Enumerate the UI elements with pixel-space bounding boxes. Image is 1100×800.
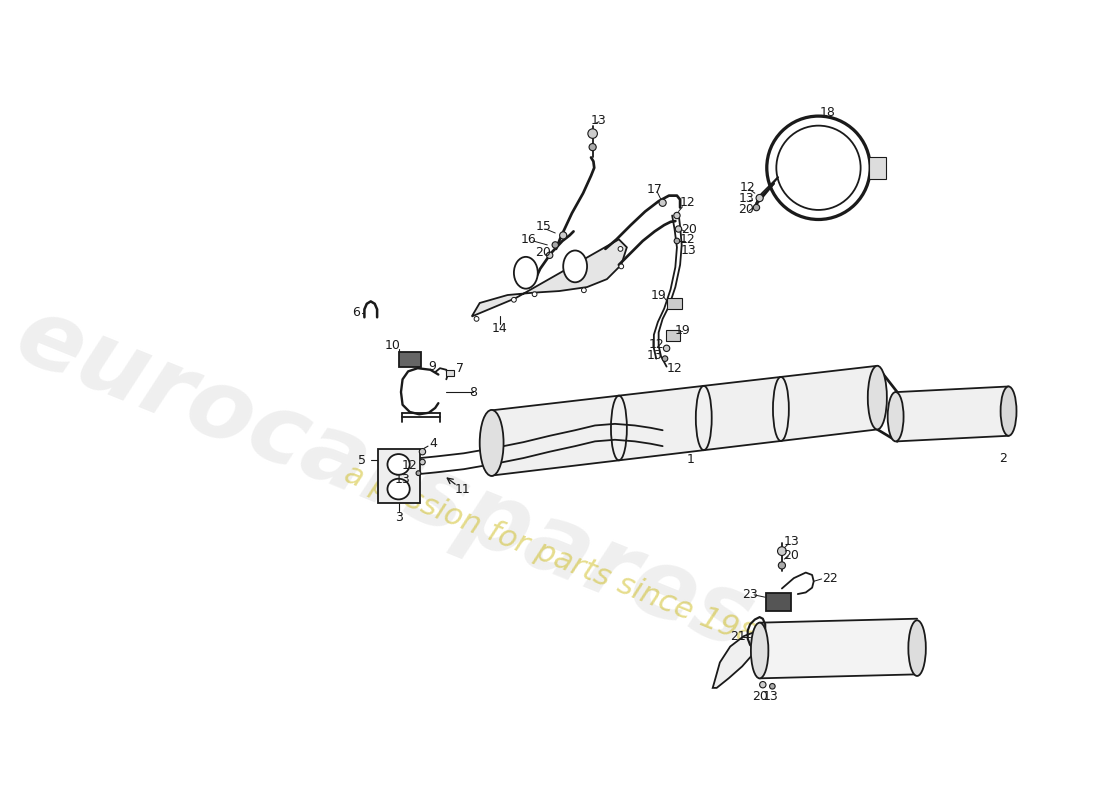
Text: 13: 13 — [395, 473, 410, 486]
Ellipse shape — [663, 345, 670, 351]
Ellipse shape — [618, 246, 623, 251]
Ellipse shape — [870, 164, 878, 172]
Ellipse shape — [779, 562, 785, 569]
Text: 13: 13 — [681, 244, 696, 257]
Polygon shape — [898, 386, 1009, 442]
Text: 22: 22 — [822, 573, 837, 586]
Bar — [447, 370, 454, 376]
Text: 10: 10 — [384, 339, 400, 353]
Ellipse shape — [778, 546, 786, 555]
Ellipse shape — [675, 226, 682, 232]
Text: 20: 20 — [783, 549, 800, 562]
Ellipse shape — [909, 620, 926, 676]
Ellipse shape — [512, 298, 516, 302]
Ellipse shape — [674, 238, 680, 244]
Bar — [766, 594, 791, 610]
Ellipse shape — [1001, 386, 1016, 436]
Text: 6: 6 — [352, 306, 361, 319]
Polygon shape — [713, 632, 760, 688]
Ellipse shape — [587, 129, 597, 138]
Polygon shape — [760, 618, 917, 678]
Ellipse shape — [552, 242, 559, 248]
Text: 18: 18 — [821, 106, 836, 118]
Text: 13: 13 — [738, 191, 754, 205]
Ellipse shape — [662, 356, 668, 362]
Ellipse shape — [514, 257, 538, 289]
Bar — [398, 352, 421, 366]
Ellipse shape — [770, 683, 776, 689]
Ellipse shape — [474, 317, 478, 322]
Ellipse shape — [754, 204, 760, 210]
Ellipse shape — [673, 212, 680, 218]
Text: 13: 13 — [591, 114, 607, 126]
Ellipse shape — [751, 622, 769, 678]
Bar — [666, 330, 680, 341]
Text: 21: 21 — [730, 630, 746, 643]
Text: 20: 20 — [751, 690, 768, 703]
Ellipse shape — [590, 143, 596, 150]
Text: 12: 12 — [667, 362, 682, 374]
Ellipse shape — [416, 470, 421, 475]
Text: 7: 7 — [455, 362, 464, 374]
Ellipse shape — [387, 454, 409, 474]
Text: 13: 13 — [647, 349, 662, 362]
Ellipse shape — [760, 682, 766, 688]
Ellipse shape — [756, 194, 763, 202]
Text: 12: 12 — [740, 181, 756, 194]
Ellipse shape — [532, 292, 537, 297]
Ellipse shape — [888, 392, 903, 442]
Text: 13: 13 — [763, 690, 779, 703]
Text: 11: 11 — [454, 483, 470, 496]
Ellipse shape — [480, 410, 504, 476]
Text: 5: 5 — [358, 454, 366, 467]
Polygon shape — [492, 366, 878, 475]
Text: 1: 1 — [686, 453, 694, 466]
Text: 2: 2 — [999, 451, 1007, 465]
Text: 16: 16 — [521, 233, 537, 246]
Text: 12: 12 — [680, 233, 695, 246]
Text: 12: 12 — [680, 196, 695, 210]
Ellipse shape — [420, 459, 426, 465]
Ellipse shape — [560, 232, 566, 239]
Text: 20: 20 — [536, 246, 551, 258]
Text: 3: 3 — [395, 511, 403, 524]
Ellipse shape — [659, 199, 667, 206]
Text: a passion for parts since 1985: a passion for parts since 1985 — [340, 459, 779, 659]
Ellipse shape — [868, 366, 887, 430]
Text: 8: 8 — [470, 386, 477, 398]
Text: 9: 9 — [428, 360, 436, 373]
Ellipse shape — [547, 252, 553, 258]
Text: 13: 13 — [783, 535, 800, 548]
Ellipse shape — [419, 449, 426, 455]
Text: 12: 12 — [402, 458, 418, 472]
Text: 4: 4 — [430, 438, 438, 450]
Text: 12: 12 — [648, 338, 664, 351]
Text: 20: 20 — [681, 223, 696, 236]
Text: eurocarspares: eurocarspares — [2, 289, 767, 670]
Bar — [869, 157, 887, 179]
Polygon shape — [378, 450, 420, 503]
Bar — [668, 298, 682, 310]
Ellipse shape — [387, 478, 409, 499]
Ellipse shape — [563, 250, 587, 282]
Text: 20: 20 — [738, 202, 755, 216]
Text: 19: 19 — [674, 323, 691, 337]
Text: 15: 15 — [536, 220, 551, 233]
Text: 19: 19 — [651, 289, 667, 302]
Text: 14: 14 — [492, 322, 507, 335]
Ellipse shape — [619, 264, 624, 269]
Polygon shape — [472, 239, 627, 317]
Ellipse shape — [582, 288, 586, 293]
Text: 23: 23 — [742, 588, 758, 602]
Text: 17: 17 — [647, 182, 662, 196]
